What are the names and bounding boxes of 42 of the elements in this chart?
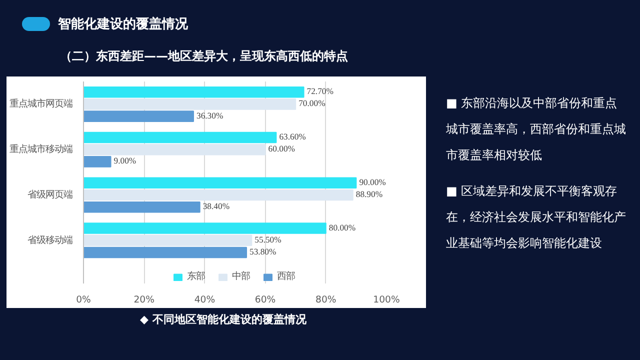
- bar: [84, 110, 194, 122]
- text: ■ 区域差异和发展不平衡客观存在，经济社会发展水平和智能化产业基础等均会影响智能化建设: [446, 183, 626, 252]
- bar: [84, 156, 112, 168]
- bar: [84, 246, 248, 258]
- x-tick-label: 0%: [76, 294, 92, 306]
- data-label: 72.70%: [306, 86, 334, 96]
- bar: [84, 86, 304, 98]
- y-tick-label: 省级移动端: [28, 234, 72, 246]
- bar: [84, 132, 277, 144]
- bar: [84, 98, 296, 110]
- text: ■ 东部沿海以及中部省份和重点城市覆盖率高，西部省份和重点城市覆盖率相对较低: [446, 95, 626, 164]
- text: ◆ 不同地区智能化建设的覆盖情况: [140, 312, 306, 328]
- bar: [84, 234, 252, 246]
- data-label: 60.00%: [268, 144, 295, 154]
- y-tick-label: 重点城市网页端: [10, 98, 72, 110]
- data-label: 70.00%: [298, 98, 326, 108]
- data-label: 53.80%: [250, 246, 276, 256]
- data-label: 36.30%: [196, 110, 224, 120]
- bar: [84, 189, 354, 201]
- bar: [84, 144, 266, 156]
- bar: [84, 201, 200, 213]
- chart-subtitle: （二）东西差距——地区差异大，呈现东高西低的特点: [60, 48, 348, 65]
- data-label: 90.00%: [359, 176, 386, 187]
- legend-label: 东部: [187, 270, 206, 283]
- y-tick-label: 重点城市移动端: [10, 144, 72, 156]
- bar: [84, 222, 326, 234]
- x-tick-label: 80%: [316, 294, 336, 306]
- data-label: 9.00%: [114, 156, 136, 166]
- x-tick-label: 100%: [373, 294, 400, 306]
- data-label: 88.90%: [356, 188, 383, 199]
- data-label: 38.40%: [202, 201, 230, 212]
- legend-label: 中部: [232, 270, 251, 283]
- x-tick-label: 20%: [134, 294, 155, 306]
- x-tick-label: 60%: [254, 294, 276, 306]
- chart-title: 智能化建设的覆盖情况: [57, 16, 188, 34]
- y-tick-label: 省级网页端: [28, 189, 72, 200]
- bar: [84, 177, 357, 189]
- legend-label: 西部: [277, 270, 296, 283]
- data-label: 63.60%: [279, 131, 306, 142]
- data-label: 80.00%: [328, 222, 356, 232]
- x-tick-label: 40%: [194, 294, 216, 306]
- data-label: 55.50%: [254, 234, 282, 244]
